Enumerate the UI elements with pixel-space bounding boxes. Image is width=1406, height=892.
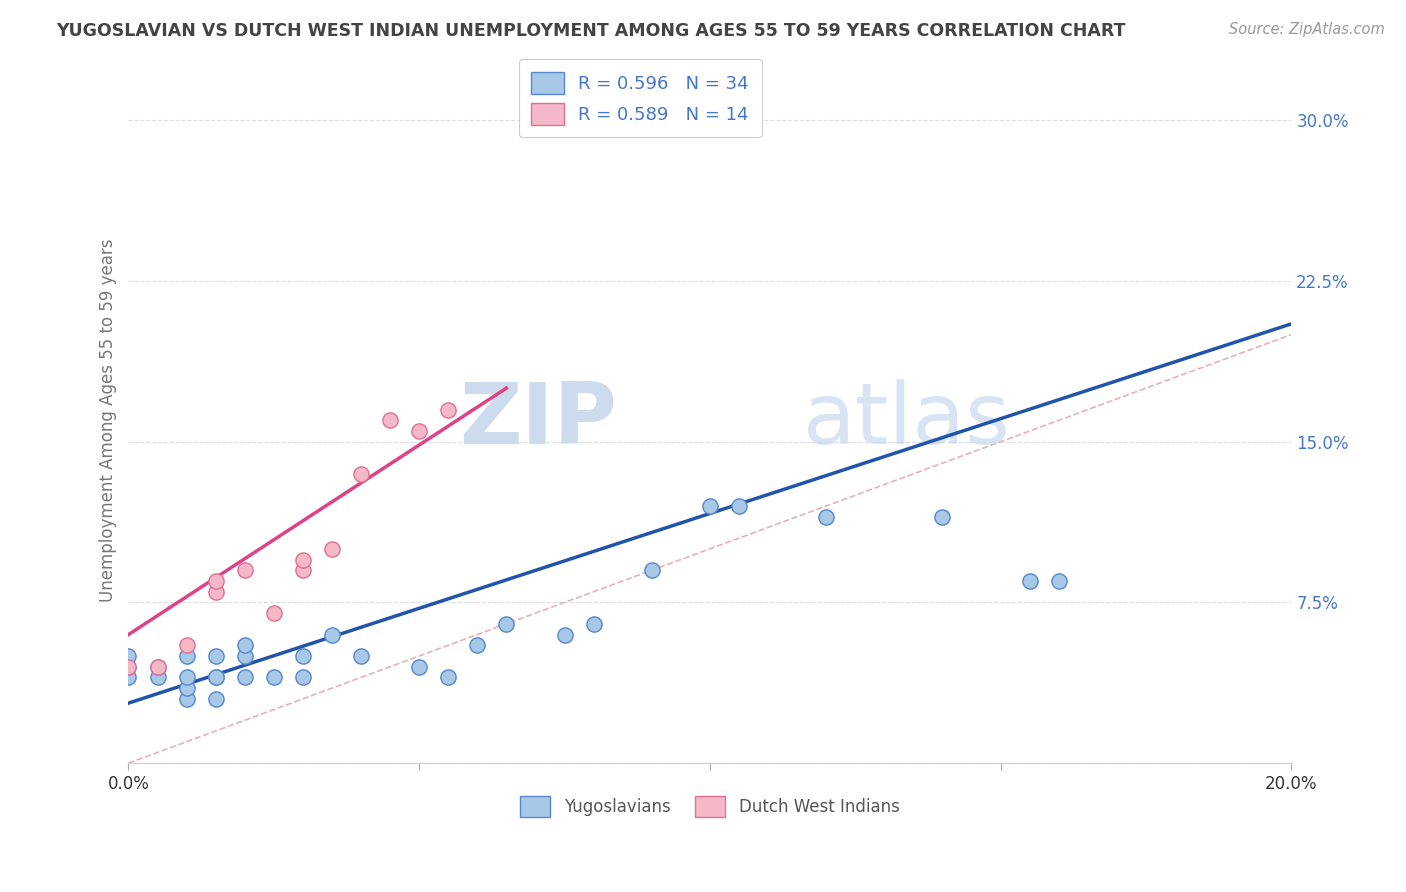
Point: [291, 648, 314, 663]
Text: YUGOSLAVIAN VS DUTCH WEST INDIAN UNEMPLOYMENT AMONG AGES 55 TO 59 YEARS CORRELAT: YUGOSLAVIAN VS DUTCH WEST INDIAN UNEMPLO…: [56, 22, 1126, 40]
Point: [350, 467, 373, 481]
Point: [1047, 574, 1070, 588]
Point: [291, 552, 314, 566]
Point: [117, 648, 139, 663]
Point: [465, 638, 488, 652]
Point: [233, 670, 256, 684]
Point: [554, 627, 576, 641]
Y-axis label: Unemployment Among Ages 55 to 59 years: Unemployment Among Ages 55 to 59 years: [100, 238, 117, 602]
Point: [204, 670, 226, 684]
Point: [117, 659, 139, 673]
Point: [437, 402, 460, 417]
Point: [204, 648, 226, 663]
Point: [117, 659, 139, 673]
Point: [321, 627, 343, 641]
Point: [728, 499, 751, 513]
Point: [176, 691, 198, 706]
Point: [117, 670, 139, 684]
Point: [233, 648, 256, 663]
Point: [378, 413, 401, 427]
Point: [176, 648, 198, 663]
Point: [146, 659, 169, 673]
Point: [1018, 574, 1040, 588]
Point: [291, 670, 314, 684]
Point: [495, 616, 517, 631]
Point: [263, 670, 285, 684]
Text: Source: ZipAtlas.com: Source: ZipAtlas.com: [1229, 22, 1385, 37]
Point: [408, 424, 430, 438]
Point: [321, 541, 343, 556]
Point: [233, 638, 256, 652]
Legend: Yugoslavians, Dutch West Indians: Yugoslavians, Dutch West Indians: [513, 789, 907, 823]
Point: [146, 659, 169, 673]
Text: atlas: atlas: [803, 379, 1011, 462]
Point: [176, 670, 198, 684]
Point: [437, 670, 460, 684]
Point: [408, 659, 430, 673]
Point: [176, 638, 198, 652]
Point: [204, 670, 226, 684]
Point: [815, 509, 838, 524]
Point: [263, 606, 285, 620]
Point: [146, 670, 169, 684]
Point: [233, 563, 256, 577]
Point: [699, 499, 721, 513]
Point: [641, 563, 664, 577]
Text: ZIP: ZIP: [460, 379, 617, 462]
Point: [291, 563, 314, 577]
Point: [582, 616, 605, 631]
Point: [204, 574, 226, 588]
Point: [176, 681, 198, 695]
Point: [931, 509, 953, 524]
Point: [204, 691, 226, 706]
Point: [350, 648, 373, 663]
Point: [204, 584, 226, 599]
